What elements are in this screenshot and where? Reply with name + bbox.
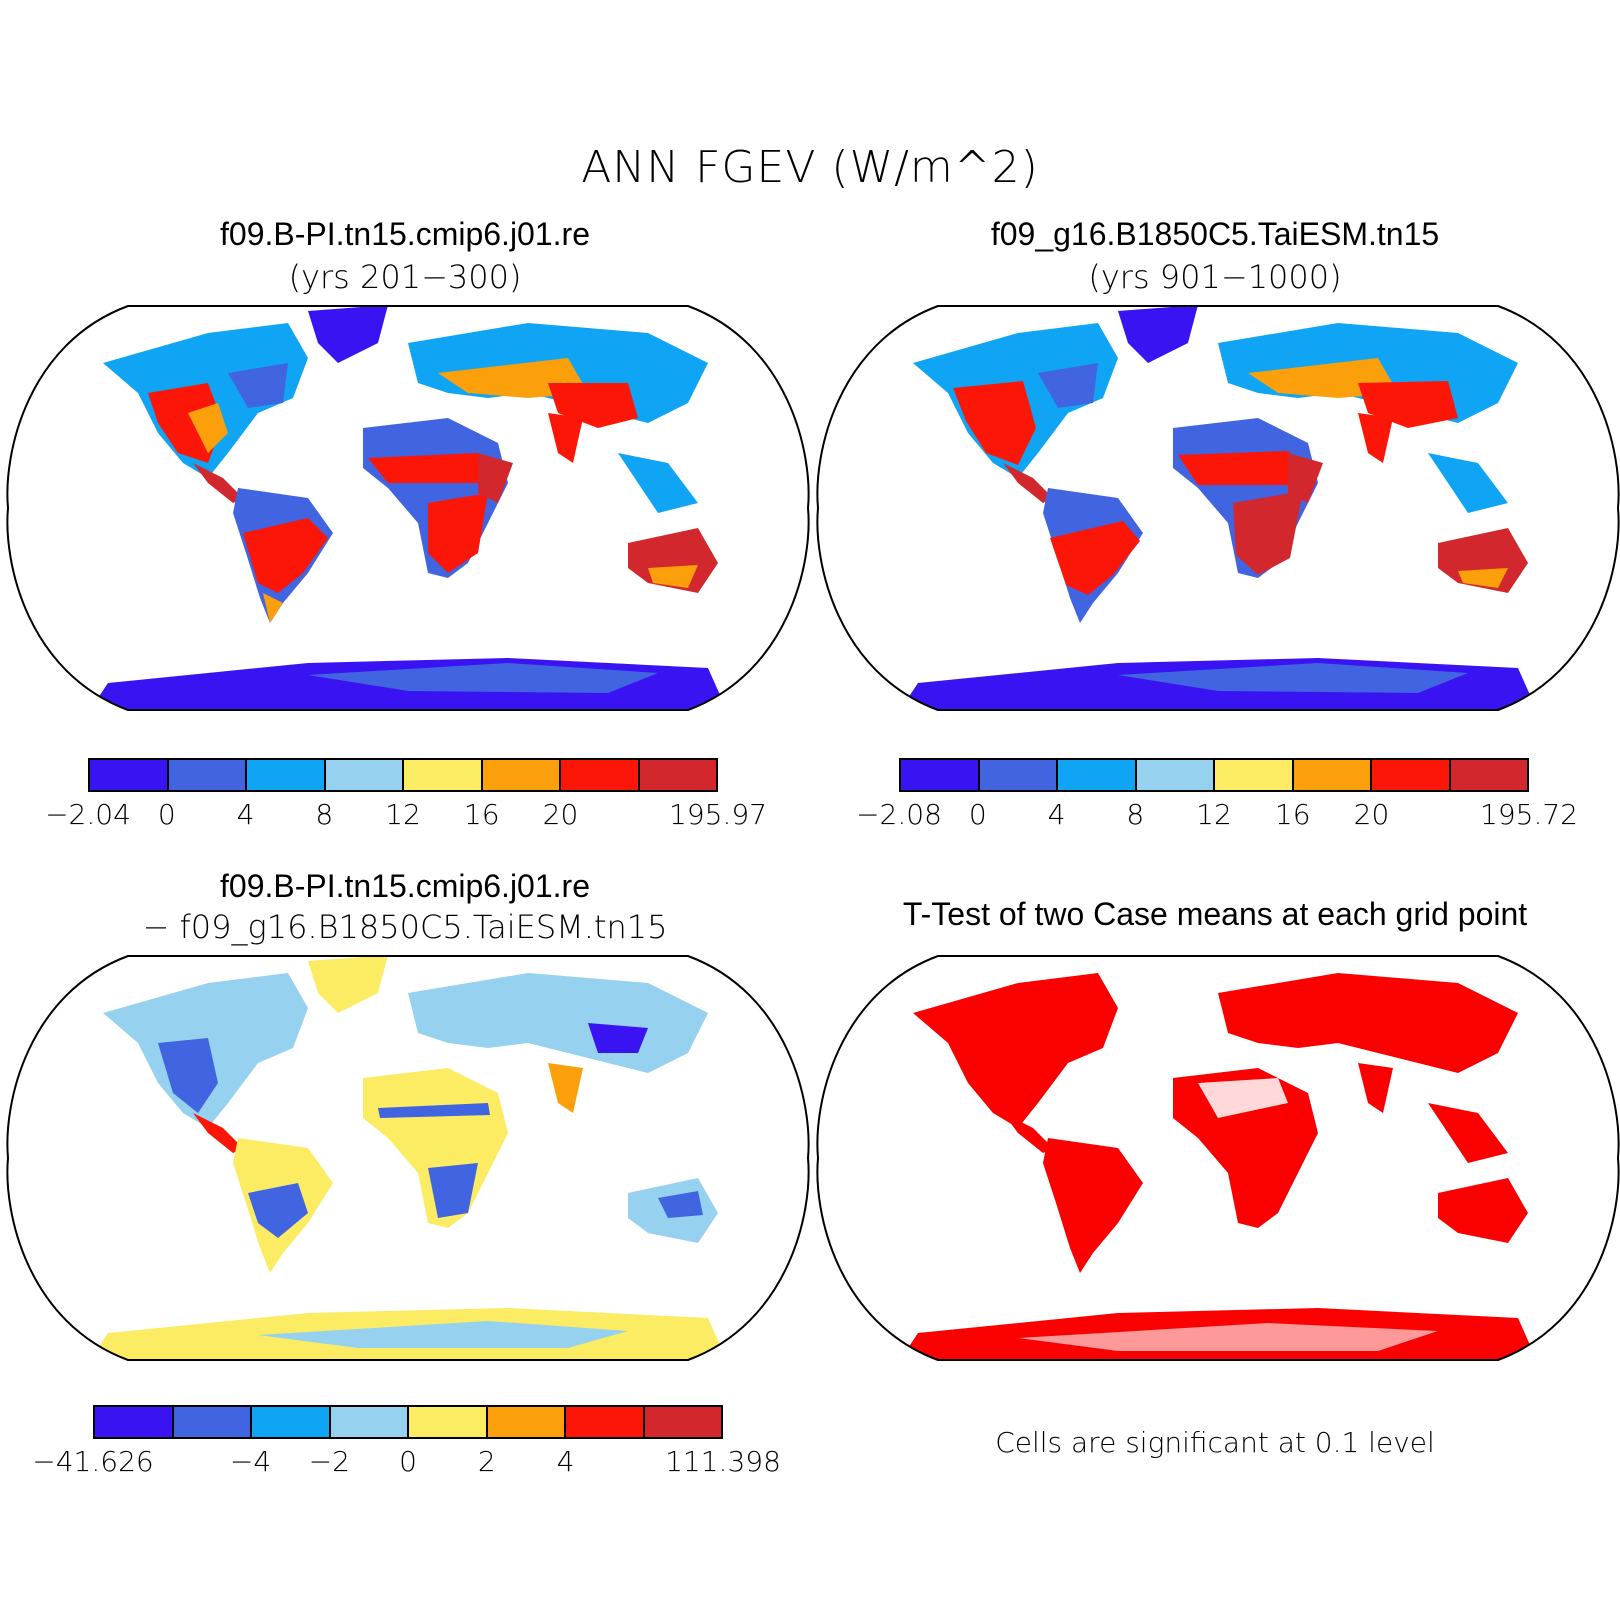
colorbar-cell xyxy=(639,760,716,790)
colorbar-cell xyxy=(330,1407,409,1437)
colorbar-cell xyxy=(247,760,326,790)
colorbar-tick-label: 0 xyxy=(968,798,987,831)
colorbar-tick-label: 111.398 xyxy=(665,1445,781,1478)
colorbar-cell xyxy=(979,760,1058,790)
panel2-subtitle: (yrs 901−1000) xyxy=(1088,258,1342,296)
colorbar-tick-label: 12 xyxy=(1196,798,1232,831)
colorbar-tick-label: −41.626 xyxy=(32,1445,154,1478)
colorbar-tick-label: 16 xyxy=(463,798,500,831)
colorbar-3 xyxy=(93,1405,723,1439)
colorbar-tick-label: 8 xyxy=(315,798,334,831)
colorbar-tick-label: 8 xyxy=(1126,798,1145,831)
colorbar-cell xyxy=(1293,760,1372,790)
colorbar-cell xyxy=(173,1407,252,1437)
main-title: ANN FGEV (W/m^2) xyxy=(581,142,1039,193)
panel2-title: f09_g16.B1850C5.TaiESM.tn15 xyxy=(990,216,1440,252)
colorbar-cell xyxy=(482,760,561,790)
colorbar-cell xyxy=(404,760,483,790)
colorbar-cell xyxy=(561,760,640,790)
colorbar-cell xyxy=(1450,760,1527,790)
colorbar-tick-label: −4 xyxy=(229,1445,272,1478)
panel4-note: Cells are significant at 0.1 level xyxy=(995,1426,1435,1459)
map-panel-4 xyxy=(816,955,1620,1361)
colorbar-2 xyxy=(899,758,1529,792)
colorbar-1 xyxy=(88,758,718,792)
colorbar-cell xyxy=(252,1407,331,1437)
colorbar-cell xyxy=(901,760,980,790)
colorbar-tick-label: 195.97 xyxy=(669,798,767,831)
colorbar-cell xyxy=(1058,760,1137,790)
colorbar-cell xyxy=(95,1407,174,1437)
colorbar-tick-label: 4 xyxy=(556,1445,575,1478)
colorbar-tick-label: −2.04 xyxy=(45,798,131,831)
colorbar-tick-label: 0 xyxy=(157,798,176,831)
colorbar-tick-label: 0 xyxy=(399,1445,417,1478)
colorbar-cell xyxy=(487,1407,566,1437)
colorbar-cell xyxy=(1136,760,1215,790)
colorbar-cell xyxy=(1215,760,1294,790)
panel3-title: f09.B-PI.tn15.cmip6.j01.re xyxy=(220,868,590,904)
colorbar-tick-label: 4 xyxy=(1047,798,1066,831)
colorbar-tick-label: 2 xyxy=(477,1445,496,1478)
colorbar-cell xyxy=(409,1407,488,1437)
map-panel-2 xyxy=(816,305,1620,711)
colorbar-cell xyxy=(566,1407,645,1437)
colorbar-tick-label: 20 xyxy=(542,798,579,831)
panel3-subtitle: − f09_g16.B1850C5.TaiESM.tn15 xyxy=(142,908,668,946)
colorbar-tick-label: 195.72 xyxy=(1480,798,1578,831)
panel1-title: f09.B-PI.tn15.cmip6.j01.re xyxy=(220,216,590,252)
colorbar-cell xyxy=(1372,760,1451,790)
panel1-subtitle: (yrs 201−300) xyxy=(288,258,522,296)
colorbar-cell xyxy=(644,1407,721,1437)
colorbar-tick-label: −2 xyxy=(308,1445,350,1478)
colorbar-tick-label: 20 xyxy=(1353,798,1390,831)
colorbar-tick-label: 12 xyxy=(385,798,421,831)
map-panel-3 xyxy=(6,955,810,1361)
colorbar-cell xyxy=(168,760,247,790)
colorbar-cell xyxy=(90,760,169,790)
map-panel-1 xyxy=(6,305,810,711)
panel4-title: T-Test of two Case means at each grid po… xyxy=(902,896,1528,932)
colorbar-tick-label: −2.08 xyxy=(856,798,942,831)
colorbar-cell xyxy=(325,760,404,790)
colorbar-tick-label: 4 xyxy=(236,798,255,831)
colorbar-tick-label: 16 xyxy=(1274,798,1311,831)
